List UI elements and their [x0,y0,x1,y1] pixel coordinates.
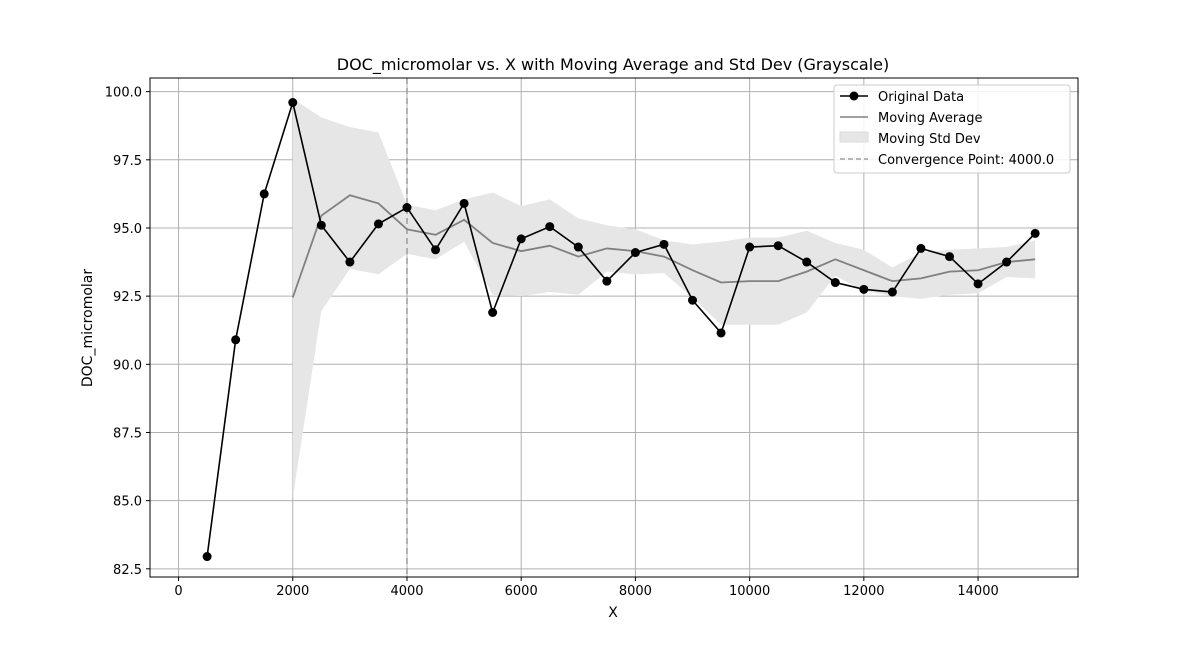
x-tick-label: 2000 [276,584,309,599]
std-dev-band-layer [292,98,1036,498]
x-tick-label: 10000 [729,584,770,599]
original-data-point [202,552,212,562]
original-data-point [402,203,412,213]
y-tick-label: 87.5 [113,426,142,441]
original-data-point [830,278,840,288]
original-data-point [945,252,955,262]
legend-item-moving-average: Moving Average [840,111,982,126]
legend-label-original-data: Original Data [878,90,964,105]
original-data-line [206,99,1036,557]
plot-frame [149,77,1079,578]
x-tick-label: 0 [174,584,182,599]
y-axis-ticks: 82.5 85.0 87.5 90.0 92.5 95.0 97.5 100.0 [105,86,150,578]
y-tick-label: 95.0 [113,222,142,237]
y-tick-label: 82.5 [113,563,142,578]
original-data-point [887,287,897,297]
original-data-point [659,239,669,249]
legend-item-moving-std-dev: Moving Std Dev [839,131,981,147]
chart-title: DOC_micromolar vs. X with Moving Average… [337,55,890,75]
original-data-point [688,295,698,305]
x-tick-label: 12000 [843,584,884,599]
original-data-point [488,308,498,318]
legend: Original Data Moving Average Moving Std … [833,84,1071,174]
original-data-point [745,242,755,252]
x-axis-ticks: 0 2000 4000 6000 8000 10000 12000 14000 [174,577,999,599]
original-data-layer [202,98,1040,562]
legend-item-convergence-point: Convergence Point: 4000.0 [840,153,1054,168]
original-data-point [231,335,241,345]
original-data-point [373,219,383,229]
legend-label-moving-average: Moving Average [878,111,982,126]
original-data-point [459,198,469,208]
original-data-point [802,257,812,267]
original-data-point [516,234,526,244]
original-data-point [602,276,612,286]
y-tick-label: 100.0 [105,86,142,101]
original-data-point [288,98,298,108]
y-tick-label: 85.0 [113,495,142,510]
original-data-point [859,284,869,294]
moving-std-dev-band [292,98,1036,498]
y-axis-label: DOC_micromolar [80,269,96,387]
legend-original-marker [849,91,859,101]
original-data-point [716,328,726,338]
original-data-point [1030,228,1040,238]
original-data-point [431,245,441,255]
original-data-point [973,279,983,289]
original-data-point [916,243,926,253]
original-data-point [259,189,269,199]
legend-label-moving-std-dev: Moving Std Dev [878,132,981,147]
y-tick-label: 90.0 [113,358,142,373]
original-data-point [573,242,583,252]
legend-label-convergence-point: Convergence Point: 4000.0 [878,153,1054,168]
moving-average-line [291,194,1036,298]
original-data-point [316,220,326,230]
x-tick-label: 4000 [390,584,423,599]
y-tick-label: 97.5 [113,154,142,169]
x-axis-label: X [608,605,618,621]
original-data-point [630,248,640,258]
legend-item-original-data: Original Data [840,90,964,105]
legend-box [833,84,1071,174]
original-data-point [545,222,555,232]
x-tick-label: 8000 [619,584,652,599]
original-data-point [1002,257,1012,267]
moving-average-layer [291,194,1036,298]
x-tick-label: 14000 [957,584,998,599]
legend-std-dev-swatch [839,131,869,143]
x-tick-label: 6000 [505,584,538,599]
y-tick-label: 92.5 [113,290,142,305]
original-data-point [345,257,355,267]
original-data-point [773,241,783,251]
